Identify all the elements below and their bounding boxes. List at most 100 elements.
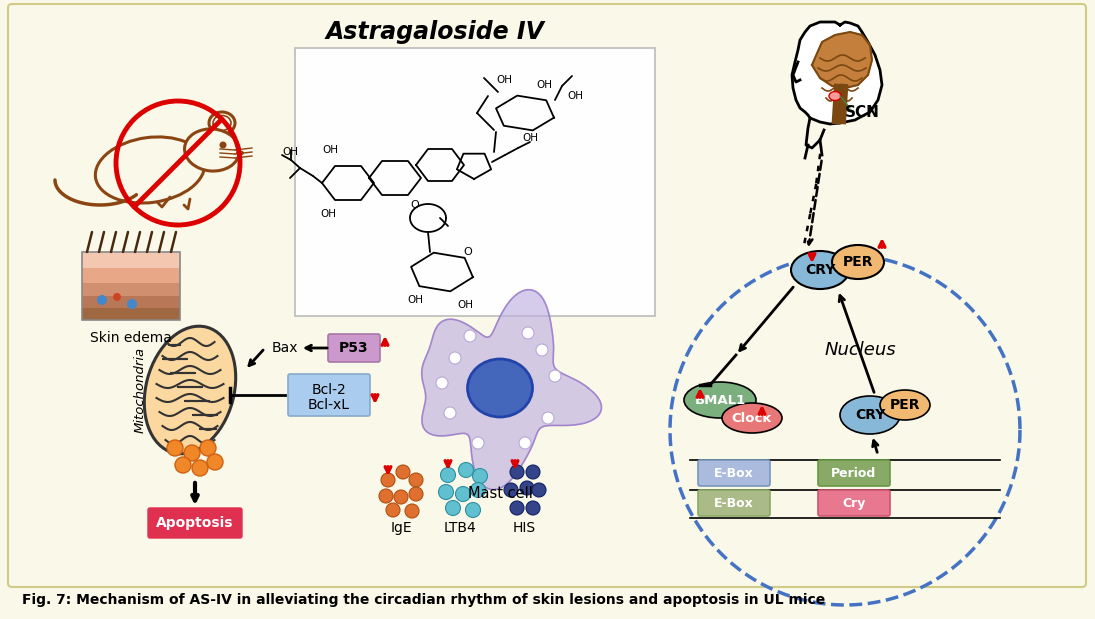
Ellipse shape — [185, 129, 240, 171]
Text: P53: P53 — [339, 341, 369, 355]
Circle shape — [535, 344, 548, 356]
Circle shape — [192, 460, 208, 476]
Circle shape — [396, 465, 410, 479]
Circle shape — [542, 412, 554, 424]
Bar — [82, 283, 180, 296]
FancyBboxPatch shape — [8, 4, 1086, 587]
Text: Bcl-2: Bcl-2 — [312, 383, 346, 397]
FancyBboxPatch shape — [818, 460, 890, 486]
Circle shape — [175, 457, 191, 473]
Text: SCN: SCN — [844, 105, 879, 119]
Text: Clock: Clock — [731, 412, 772, 425]
Bar — [82, 268, 180, 283]
Text: Skin edema: Skin edema — [90, 331, 172, 345]
Text: OH: OH — [522, 133, 538, 143]
FancyBboxPatch shape — [295, 48, 655, 316]
Circle shape — [519, 437, 531, 449]
Circle shape — [113, 293, 122, 301]
Ellipse shape — [237, 150, 244, 155]
Text: O: O — [463, 247, 472, 257]
Circle shape — [207, 454, 223, 470]
Circle shape — [381, 473, 395, 487]
Circle shape — [510, 501, 525, 515]
Circle shape — [464, 330, 476, 342]
Circle shape — [379, 489, 393, 503]
Circle shape — [459, 462, 473, 477]
Ellipse shape — [722, 403, 782, 433]
Circle shape — [465, 503, 481, 517]
Polygon shape — [812, 32, 872, 88]
Text: BMAL1: BMAL1 — [694, 394, 746, 407]
Text: OH: OH — [407, 295, 423, 305]
Ellipse shape — [829, 92, 841, 100]
Circle shape — [184, 445, 200, 461]
Text: Bcl-xL: Bcl-xL — [308, 398, 350, 412]
Text: OH: OH — [457, 300, 473, 310]
Text: PER: PER — [843, 255, 873, 269]
Bar — [82, 308, 180, 320]
Circle shape — [438, 485, 453, 500]
Circle shape — [127, 299, 137, 309]
Ellipse shape — [880, 390, 930, 420]
Circle shape — [549, 370, 561, 382]
Circle shape — [410, 487, 423, 501]
Ellipse shape — [684, 382, 756, 418]
Ellipse shape — [791, 251, 849, 289]
Text: OH: OH — [567, 91, 583, 101]
Text: O: O — [411, 200, 419, 210]
Circle shape — [97, 295, 107, 305]
Text: OH: OH — [322, 145, 338, 155]
Circle shape — [526, 501, 540, 515]
Text: Nucleus: Nucleus — [825, 341, 896, 359]
FancyBboxPatch shape — [698, 460, 770, 486]
Text: OH: OH — [535, 80, 552, 90]
Circle shape — [200, 440, 216, 456]
FancyBboxPatch shape — [148, 508, 242, 538]
Text: OH: OH — [283, 147, 298, 157]
Circle shape — [168, 440, 183, 456]
Text: CRY: CRY — [805, 263, 835, 277]
Text: Astragaloside IV: Astragaloside IV — [325, 20, 544, 44]
Circle shape — [405, 504, 419, 518]
Circle shape — [520, 481, 534, 495]
Text: IgE: IgE — [390, 521, 412, 535]
Circle shape — [440, 467, 456, 482]
Polygon shape — [422, 290, 601, 490]
FancyBboxPatch shape — [698, 490, 770, 516]
Text: HIS: HIS — [512, 521, 535, 535]
Circle shape — [394, 490, 408, 504]
Ellipse shape — [214, 116, 231, 131]
Text: OH: OH — [320, 209, 336, 219]
Ellipse shape — [209, 112, 235, 134]
Circle shape — [449, 352, 461, 364]
Circle shape — [504, 483, 518, 497]
Ellipse shape — [468, 359, 532, 417]
Text: Apoptosis: Apoptosis — [157, 516, 233, 530]
Circle shape — [443, 407, 456, 419]
Circle shape — [522, 327, 534, 339]
Ellipse shape — [840, 396, 900, 434]
Ellipse shape — [145, 326, 235, 454]
Circle shape — [219, 142, 227, 149]
Circle shape — [472, 437, 484, 449]
Ellipse shape — [95, 137, 205, 203]
Text: LTB4: LTB4 — [443, 521, 476, 535]
Text: Mast cell: Mast cell — [468, 485, 532, 501]
Circle shape — [456, 487, 471, 501]
FancyBboxPatch shape — [288, 374, 370, 416]
Bar — [82, 252, 180, 268]
Circle shape — [471, 482, 485, 498]
Text: E-Box: E-Box — [714, 496, 753, 509]
Circle shape — [436, 377, 448, 389]
Circle shape — [532, 483, 546, 497]
Circle shape — [387, 503, 400, 517]
FancyBboxPatch shape — [328, 334, 380, 362]
Text: Mitochondria: Mitochondria — [134, 347, 147, 433]
Circle shape — [410, 473, 423, 487]
Polygon shape — [792, 22, 881, 124]
Circle shape — [446, 501, 461, 516]
Text: E-Box: E-Box — [714, 467, 753, 480]
FancyBboxPatch shape — [818, 490, 890, 516]
Text: Period: Period — [831, 467, 877, 480]
Text: OH: OH — [496, 75, 512, 85]
